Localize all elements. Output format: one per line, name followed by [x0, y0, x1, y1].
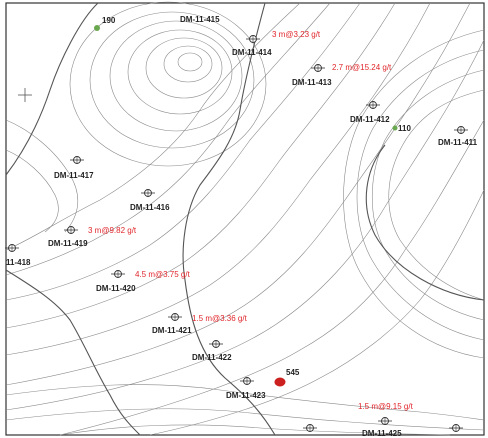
- grade-label: 3 m@9.82 g/t: [88, 226, 137, 235]
- grade-labels: 3 m@3.23 g/t 2.7 m@15.24 g/t 3 m@9.82 g/…: [88, 30, 414, 411]
- drillhole-label[interactable]: DM-11-423: [226, 391, 266, 400]
- drillhole-collar-icon[interactable]: [64, 226, 78, 234]
- drillhole-label[interactable]: DM-11-425: [362, 429, 402, 438]
- drillhole-collar-icon[interactable]: [209, 340, 223, 348]
- map-frame: [5, 2, 485, 436]
- grade-label: 1.5 m@9.15 g/t: [358, 402, 414, 411]
- sample-point-545[interactable]: [274, 377, 286, 387]
- drillhole-labels: DM-11-411 DM-11-412 DM-11-413 DM-11-414 …: [6, 15, 478, 438]
- sample-point-190[interactable]: [94, 25, 100, 31]
- contour-lines: [5, 1, 485, 436]
- drillhole-collar-icon[interactable]: [70, 156, 84, 164]
- drillhole-collar-icon[interactable]: [111, 270, 125, 278]
- drillhole-label[interactable]: DM-11-411: [438, 138, 478, 147]
- drillhole-label[interactable]: DM-11-420: [96, 284, 136, 293]
- drillhole-collar-icon[interactable]: [449, 424, 463, 432]
- grade-label: 3 m@3.23 g/t: [272, 30, 321, 39]
- drillhole-label[interactable]: DM-11-417: [54, 171, 94, 180]
- sample-value: 545: [286, 368, 300, 377]
- drillhole-collar-icon[interactable]: [141, 189, 155, 197]
- drillhole-label[interactable]: 11-418: [6, 258, 31, 267]
- sample-value: 190: [102, 16, 116, 25]
- sample-point-110[interactable]: [392, 125, 398, 131]
- drillhole-collar-icon[interactable]: [246, 35, 260, 43]
- drillhole-label[interactable]: DM-11-415: [180, 15, 220, 24]
- drillhole-collar-icon[interactable]: [5, 244, 19, 252]
- drillhole-collar-icon[interactable]: [240, 377, 254, 385]
- drillhole-label[interactable]: DM-11-419: [48, 239, 88, 248]
- sample-points: 190 110 545: [94, 16, 411, 387]
- sample-value: 110: [398, 124, 411, 133]
- drillhole-label[interactable]: DM-11-414: [232, 48, 272, 57]
- drillhole-collar-icon[interactable]: [168, 313, 182, 321]
- drillhole-collar-icon[interactable]: [366, 101, 380, 109]
- drillhole-label[interactable]: DM-11-422: [192, 353, 232, 362]
- drillhole-collar-icon[interactable]: [303, 424, 317, 432]
- drillhole-label[interactable]: DM-11-413: [292, 78, 332, 87]
- drillhole-label[interactable]: DM-11-416: [130, 203, 170, 212]
- drillhole-collar-icon[interactable]: [454, 126, 468, 134]
- grade-label: 4.5 m@3.75 g/t: [135, 270, 191, 279]
- drillhole-label[interactable]: DM-11-412: [350, 115, 390, 124]
- drillhole-markers: [5, 35, 468, 432]
- grid-cross-icon: [18, 88, 32, 102]
- grade-label: 1.5 m@3.36 g/t: [192, 314, 248, 323]
- drillhole-collar-icon[interactable]: [311, 64, 325, 72]
- grade-label: 2.7 m@15.24 g/t: [332, 63, 392, 72]
- drillhole-label[interactable]: DM-11-421: [152, 326, 192, 335]
- drillhole-collar-icon[interactable]: [378, 417, 392, 425]
